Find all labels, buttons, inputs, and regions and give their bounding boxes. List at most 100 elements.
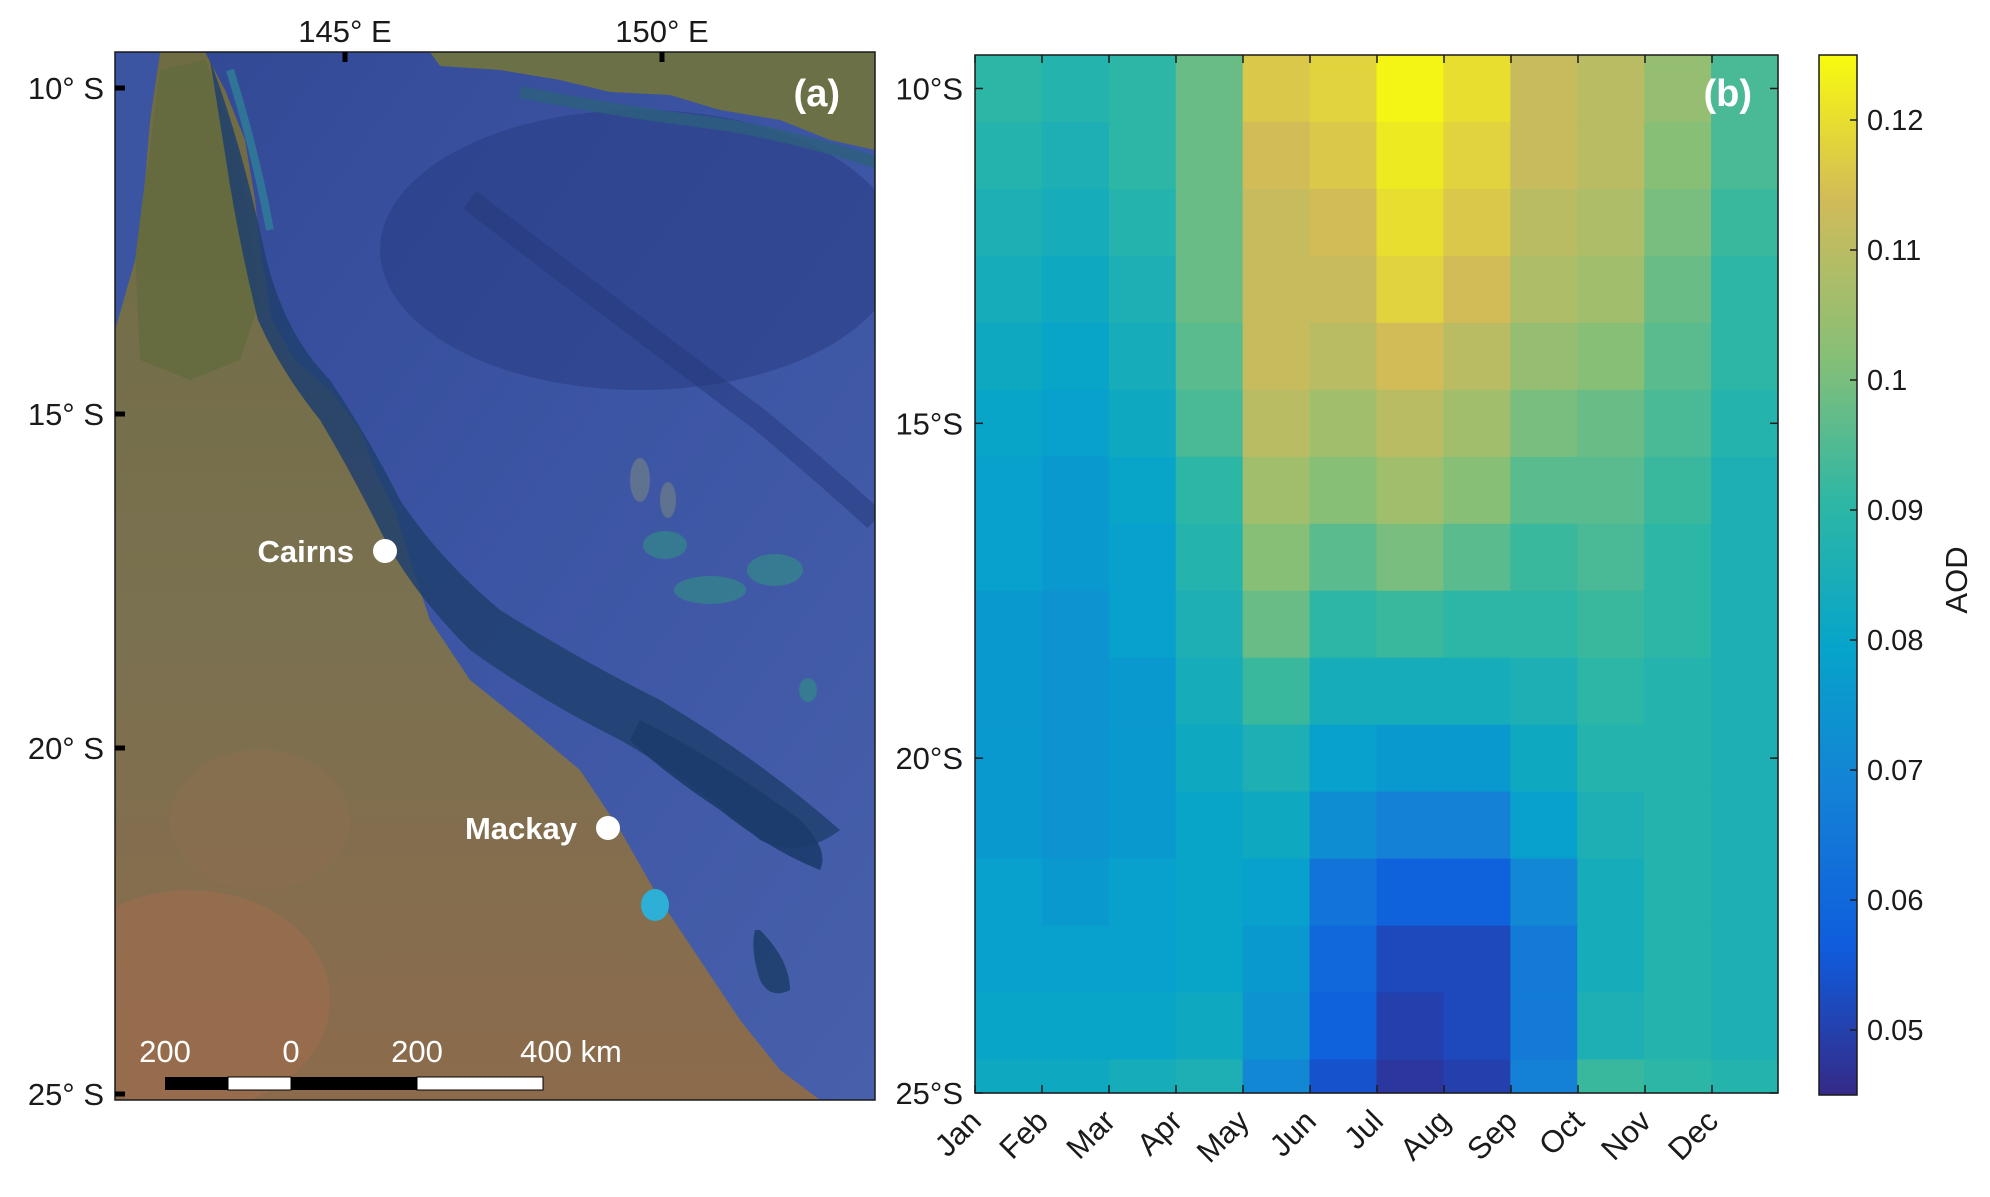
heatmap-cell: [1376, 590, 1445, 659]
heatmap-cell: [1041, 121, 1110, 190]
heatmap-cell: [1510, 1059, 1578, 1094]
heatmap-cell: [1376, 71, 1445, 123]
heatmap-cell: [1175, 523, 1244, 592]
heatmap-cell: [1644, 1059, 1712, 1094]
heatmap-cell: [1175, 992, 1244, 1061]
scale-bar: 200 0 200 400 km: [139, 1034, 622, 1091]
lon-tick-label-150: 150° E: [615, 14, 708, 49]
heatmap-cell: [1711, 55, 1779, 73]
deep-ocean-shading: [380, 110, 875, 390]
heatmap-cell: [1577, 71, 1645, 123]
heatmap-cell: [1041, 657, 1110, 726]
heatmap-cell: [1175, 389, 1244, 458]
heatmap-cell: [1577, 791, 1645, 860]
heatmap-cell: [1577, 724, 1645, 793]
heatmap-cell: [1108, 121, 1177, 190]
heatmap-cell: [1108, 322, 1177, 391]
heatmap-cell: [1711, 858, 1779, 927]
heatmap-cell: [1577, 322, 1645, 391]
heatmap-cell: [1041, 992, 1110, 1061]
heatmap-y-axis: 10°S 15°S 20°S 25°S: [895, 71, 1778, 1111]
heatmap-cell: [1309, 590, 1378, 659]
heatmap-cell: [1510, 322, 1578, 391]
heatmap-cell: [1510, 255, 1578, 324]
heatmap-cell: [1175, 188, 1244, 257]
heatmap-cell: [1175, 858, 1244, 927]
heatmap-cell: [975, 322, 1043, 391]
heatmap-cell: [1309, 456, 1378, 525]
heatmap-cell: [1108, 925, 1177, 994]
heatmap-cell: [1376, 858, 1445, 927]
heatmap-cell: [975, 724, 1043, 793]
heatmap-cell: [1711, 992, 1779, 1061]
heatmap-cell: [1711, 188, 1779, 257]
heatmap-cell: [975, 925, 1043, 994]
mackay-label: Mackay: [465, 811, 578, 846]
heatmap-cell: [1242, 1059, 1311, 1094]
heatmap-cell: [1041, 1059, 1110, 1094]
heatmap-cell: [1577, 55, 1645, 73]
heatmap-cell: [975, 71, 1043, 123]
heatmap-cell: [1510, 188, 1578, 257]
colorbar-tick-label: 0.08: [1867, 625, 1923, 657]
heatmap-cell: [1644, 724, 1712, 793]
heatmap-cell: [1644, 188, 1712, 257]
heatmap-cell: [1443, 858, 1511, 927]
heatmap-cell: [1644, 590, 1712, 659]
heatmap-cell: [1443, 188, 1511, 257]
heatmap-cell: [975, 1059, 1043, 1094]
city-mackay: Mackay: [465, 811, 620, 846]
heatmap-cell: [1644, 992, 1712, 1061]
heatmap-cell: [1309, 523, 1378, 592]
heatmap-cell: [1577, 188, 1645, 257]
heatmap-cell: [1242, 255, 1311, 324]
coral-sea-reef-4: [674, 576, 746, 604]
heatmap-cell: [1376, 456, 1445, 525]
heatmap-cell: [1577, 925, 1645, 994]
heatmap-cell: [1041, 389, 1110, 458]
heatmap-cell: [1510, 858, 1578, 927]
heatmap-cell: [1510, 523, 1578, 592]
heatmap-cell: [1644, 456, 1712, 525]
heatmap-cell: [1041, 590, 1110, 659]
coral-sea-reef-1: [630, 458, 650, 502]
heatmap-panel: Jan Feb Mar Apr May Jun Jul Aug Sep Oct Nov Dec 10°…: [895, 54, 1974, 1169]
scale-label-0: 0: [282, 1034, 299, 1069]
heatmap-cell: [1041, 71, 1110, 123]
x-tick-label: Feb: [992, 1103, 1055, 1166]
heatmap-cell: [1510, 456, 1578, 525]
capricorn-reefs: [753, 930, 790, 994]
heatmap-cell: [1108, 523, 1177, 592]
heatmap-cell: [1510, 657, 1578, 726]
map-lon-axis: 145° E 150° E: [298, 14, 709, 62]
heatmap-cell: [975, 858, 1043, 927]
heatmap-cell: [1443, 925, 1511, 994]
heatmap-cell: [1376, 925, 1445, 994]
scale-label-200-right: 200: [391, 1034, 443, 1069]
heatmap-cell: [1041, 322, 1110, 391]
heatmap-cell: [1376, 55, 1445, 73]
heatmap-cell: [1175, 590, 1244, 659]
x-tick-label: Nov: [1594, 1103, 1658, 1167]
heatmap-cell: [1041, 188, 1110, 257]
heatmap-cell: [1108, 188, 1177, 257]
heatmap-cell: [1242, 121, 1311, 190]
heatmap-cell: [1711, 925, 1779, 994]
heatmap-cell: [975, 255, 1043, 324]
scale-segment-1: [165, 1077, 228, 1090]
heatmap-cell: [1376, 523, 1445, 592]
heatmap-cell: [1242, 71, 1311, 123]
new-guinea-land: [430, 52, 875, 150]
colorbar-tick-label: 0.1: [1867, 365, 1907, 397]
coral-sea-reef-3: [643, 531, 687, 559]
heatmap-cell: [1108, 992, 1177, 1061]
heatmap-cell: [1242, 188, 1311, 257]
scale-segment-2: [227, 1076, 292, 1091]
colorbar-gradient: [1818, 54, 1858, 1096]
heatmap-cell: [1510, 71, 1578, 123]
heatmap-cell: [1376, 121, 1445, 190]
heatmap-cell: [1443, 121, 1511, 190]
heatmap-cell: [1175, 925, 1244, 994]
arid-region-2: [170, 750, 350, 890]
heatmap-cell: [1309, 71, 1378, 123]
